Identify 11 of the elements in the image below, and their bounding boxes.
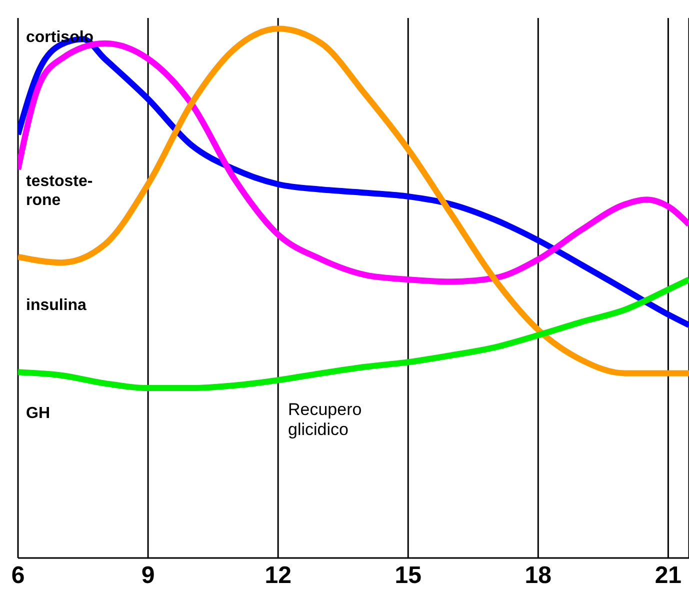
x-tick-label: 12: [264, 562, 292, 590]
series-label: cortisolo: [26, 28, 95, 47]
x-tick-label: 15: [394, 562, 422, 590]
x-tick-label: 21: [654, 562, 682, 590]
x-tick-label: 9: [141, 562, 155, 590]
x-tick-label: 6: [11, 562, 25, 590]
text: insulina: [26, 296, 88, 315]
series-label: GH: [26, 404, 51, 423]
series-label: testoste-rone: [26, 172, 94, 210]
annotation: Recupero glicidico: [288, 400, 363, 440]
x-tick-label: 18: [524, 562, 552, 590]
